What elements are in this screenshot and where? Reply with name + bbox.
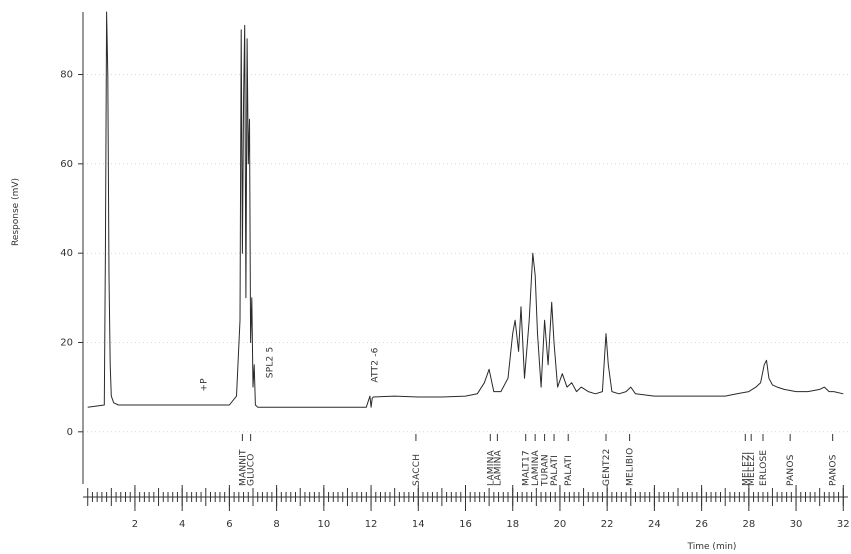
peak-label: ERLOSE	[759, 450, 769, 486]
peak-label: PANOS	[786, 454, 796, 486]
peak-label: SACCH	[412, 454, 422, 486]
peak-label: LAMINA	[486, 449, 496, 486]
y-tick-label: 0	[67, 427, 73, 438]
chromatogram-trace	[87, 11, 844, 408]
y-tick-label: 80	[60, 70, 73, 81]
x-tick-label: 8	[273, 519, 279, 530]
peak-label: MANNIT	[238, 449, 248, 486]
x-axis-label: Time (min)	[687, 542, 737, 552]
peak-label: PALATI	[564, 455, 574, 486]
x-tick-label: 28	[742, 519, 755, 530]
x-tick-label: 20	[554, 519, 567, 530]
axes	[82, 12, 848, 498]
trace-annotation: +P	[199, 378, 209, 392]
y-axis-label: Response (mV)	[11, 178, 21, 246]
x-tick-label: 30	[790, 519, 803, 530]
x-tick-label: 32	[837, 519, 850, 530]
y-tick-label: 60	[60, 159, 73, 170]
x-tick-label: 12	[365, 519, 378, 530]
trace-annotation: SPL2 5	[266, 347, 276, 379]
x-tick-label: 22	[601, 519, 614, 530]
peak-label: LAMINA	[493, 449, 503, 486]
x-tick-label: 24	[648, 519, 661, 530]
peak-label: MELEZI	[747, 452, 757, 486]
trace	[87, 11, 844, 408]
peak-label: GLUCO	[247, 454, 257, 487]
annotations: +P SPL2 5 ATT2 -6	[199, 347, 380, 392]
x-tick-label: 2	[132, 519, 138, 530]
y-tick-label: 40	[60, 248, 73, 259]
y-tick-label: 20	[60, 337, 73, 348]
x-tick-label: 6	[226, 519, 232, 530]
peak-label: MELIBIO	[626, 448, 636, 486]
peak-label: GENT22	[602, 448, 612, 486]
x-tick-label: 18	[506, 519, 519, 530]
peak-label: PALATI	[550, 455, 560, 486]
peak-label: MELEZI	[741, 452, 751, 486]
x-tick-label: 26	[695, 519, 708, 530]
x-tick-label: 16	[459, 519, 472, 530]
grid	[83, 74, 848, 433]
x-tick-label: 14	[412, 519, 425, 530]
peak-label: LAMINA	[531, 449, 541, 486]
peak-label: PANOS	[829, 454, 839, 486]
peak-label: MALT17	[522, 450, 532, 486]
x-tick-label: 4	[179, 519, 185, 530]
trace-annotation: ATT2 -6	[371, 347, 381, 382]
peak-label: TURAN	[541, 454, 551, 487]
x-tick-label: 10	[317, 519, 330, 530]
